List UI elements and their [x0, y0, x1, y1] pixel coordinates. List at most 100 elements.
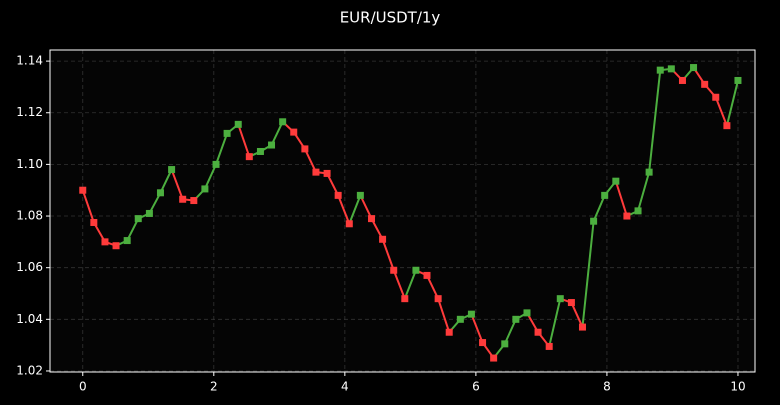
line-segment	[270, 121, 284, 146]
axes-frame	[49, 49, 756, 373]
point-marker	[323, 169, 331, 177]
point-marker	[379, 235, 387, 243]
point-marker	[567, 299, 575, 307]
point-marker	[301, 145, 309, 153]
point-marker	[523, 309, 531, 317]
y-tick-label: 1.08	[16, 209, 43, 223]
point-marker	[390, 266, 398, 274]
x-tick-label: 10	[730, 380, 745, 394]
point-marker	[123, 237, 131, 245]
line-segment	[303, 148, 317, 173]
line-segment	[426, 274, 440, 300]
point-marker	[334, 191, 342, 199]
point-marker	[345, 220, 353, 228]
point-marker	[368, 215, 376, 223]
point-marker	[556, 295, 564, 303]
point-marker	[190, 197, 198, 205]
point-marker	[256, 147, 264, 155]
line-segment	[215, 133, 229, 165]
line-segment	[637, 171, 651, 212]
point-marker	[467, 310, 475, 318]
point-marker	[690, 64, 698, 72]
point-marker	[612, 177, 620, 185]
point-marker	[712, 93, 720, 101]
line-segment	[326, 172, 340, 196]
point-marker	[212, 160, 220, 168]
line-segment	[548, 298, 562, 347]
point-marker	[667, 65, 675, 73]
plot-area	[50, 50, 755, 372]
line-segment	[392, 269, 406, 300]
point-marker	[645, 168, 653, 176]
line-segment	[159, 169, 173, 194]
point-marker	[401, 295, 409, 303]
point-marker	[134, 215, 142, 223]
line-segment	[592, 194, 606, 222]
point-marker	[545, 342, 553, 350]
chart-title: EUR/USDT/1y	[340, 9, 441, 27]
point-marker	[412, 266, 420, 274]
line-segment	[570, 302, 584, 328]
x-tick-label: 0	[79, 380, 87, 394]
y-tick-label: 1.06	[16, 260, 43, 274]
x-tick-label: 4	[341, 380, 349, 394]
point-marker	[479, 339, 487, 347]
line-segment	[581, 221, 595, 328]
y-tick-label: 1.14	[16, 54, 43, 68]
point-marker	[223, 129, 231, 137]
line-segment	[170, 169, 184, 200]
line-segment	[648, 70, 662, 173]
line-segment	[714, 96, 728, 127]
point-marker	[723, 122, 731, 130]
x-tick-label: 2	[210, 380, 218, 394]
point-marker	[501, 340, 509, 348]
point-marker	[590, 217, 598, 225]
line-segment	[437, 298, 451, 333]
point-marker	[578, 323, 586, 331]
point-marker	[90, 218, 98, 226]
point-marker	[145, 209, 153, 217]
point-marker	[156, 189, 164, 197]
point-marker	[678, 76, 686, 84]
point-marker	[201, 185, 209, 193]
line-segment	[403, 269, 417, 300]
y-tick-label: 1.04	[16, 312, 43, 326]
point-marker	[623, 212, 631, 220]
point-marker	[312, 168, 320, 176]
point-marker	[445, 328, 453, 336]
point-marker	[79, 186, 87, 194]
line-segment	[359, 194, 373, 220]
line-segment	[725, 80, 739, 126]
line-segment	[614, 180, 628, 217]
point-marker	[268, 141, 276, 149]
point-marker	[734, 76, 742, 84]
y-tick-label: 1.12	[16, 105, 43, 119]
line-segment	[348, 195, 362, 225]
point-marker	[701, 80, 709, 88]
point-marker	[634, 207, 642, 215]
point-marker	[279, 118, 287, 126]
point-marker	[179, 195, 187, 203]
line-segment	[470, 313, 484, 343]
y-tick-label: 1.02	[16, 363, 43, 377]
line-segment	[337, 195, 351, 225]
point-marker	[112, 242, 120, 250]
line-segment	[381, 238, 395, 271]
line-segment	[203, 163, 217, 190]
point-marker	[456, 315, 464, 323]
point-marker	[656, 66, 664, 74]
point-marker	[234, 120, 242, 128]
x-tick-label: 6	[472, 380, 480, 394]
line-segment	[503, 318, 517, 345]
point-marker	[290, 128, 298, 136]
point-marker	[356, 191, 364, 199]
x-tick-label: 8	[603, 380, 611, 394]
line-segment	[126, 218, 140, 242]
line-segment	[81, 189, 95, 223]
point-marker	[534, 328, 542, 336]
point-marker	[168, 166, 176, 174]
point-marker	[423, 271, 431, 279]
line-segment	[237, 124, 251, 157]
